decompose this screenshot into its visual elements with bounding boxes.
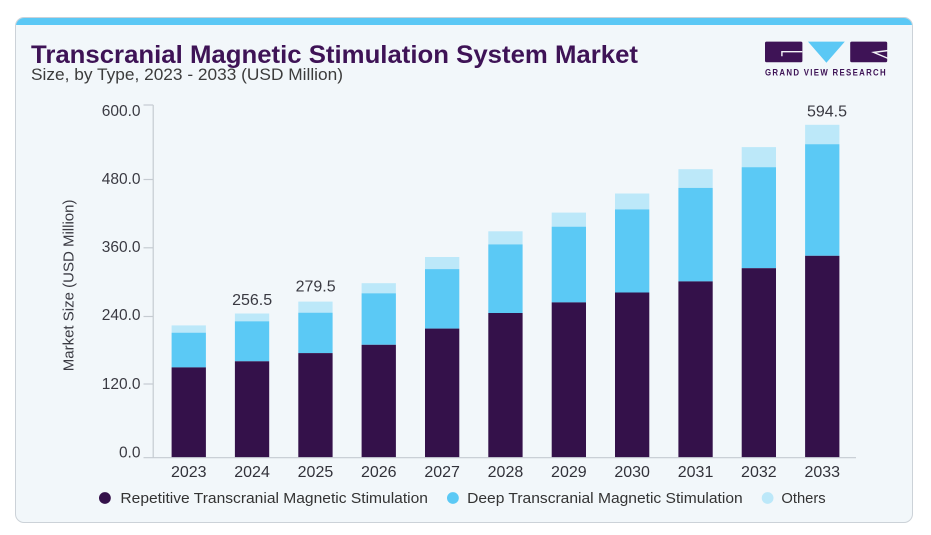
svg-text:480.0: 480.0 — [102, 171, 141, 188]
svg-text:0.0: 0.0 — [119, 445, 141, 462]
svg-text:Transcranial Magnetic Stimulat: Transcranial Magnetic Stimulation System… — [31, 41, 639, 69]
svg-text:2031: 2031 — [678, 464, 714, 481]
svg-text:256.5: 256.5 — [232, 292, 272, 309]
svg-text:Market Size (USD Million): Market Size (USD Million) — [61, 200, 78, 372]
svg-text:594.5: 594.5 — [807, 103, 847, 120]
svg-text:GRAND VIEW RESEARCH: GRAND VIEW RESEARCH — [765, 68, 887, 78]
svg-text:2024: 2024 — [234, 464, 270, 481]
svg-text:2028: 2028 — [488, 464, 524, 481]
svg-text:Deep Transcranial Magnetic Sti: Deep Transcranial Magnetic Stimulation — [467, 490, 743, 507]
svg-text:2026: 2026 — [361, 464, 397, 481]
svg-text:279.5: 279.5 — [296, 279, 336, 296]
svg-text:Repetitive Transcranial Magnet: Repetitive Transcranial Magnetic Stimula… — [120, 490, 428, 507]
svg-text:360.0: 360.0 — [102, 239, 141, 256]
svg-text:2030: 2030 — [614, 464, 650, 481]
svg-text:Size, by Type, 2023 - 2033 (US: Size, by Type, 2023 - 2033 (USD Million) — [31, 65, 343, 84]
svg-text:2029: 2029 — [551, 464, 587, 481]
svg-text:Others: Others — [781, 490, 825, 507]
svg-text:2033: 2033 — [804, 464, 840, 481]
svg-text:2025: 2025 — [298, 464, 334, 481]
svg-text:2027: 2027 — [424, 464, 460, 481]
svg-text:600.0: 600.0 — [102, 103, 141, 120]
svg-text:2032: 2032 — [741, 464, 777, 481]
svg-text:2023: 2023 — [171, 464, 207, 481]
svg-text:240.0: 240.0 — [102, 307, 141, 324]
svg-text:120.0: 120.0 — [102, 376, 141, 393]
